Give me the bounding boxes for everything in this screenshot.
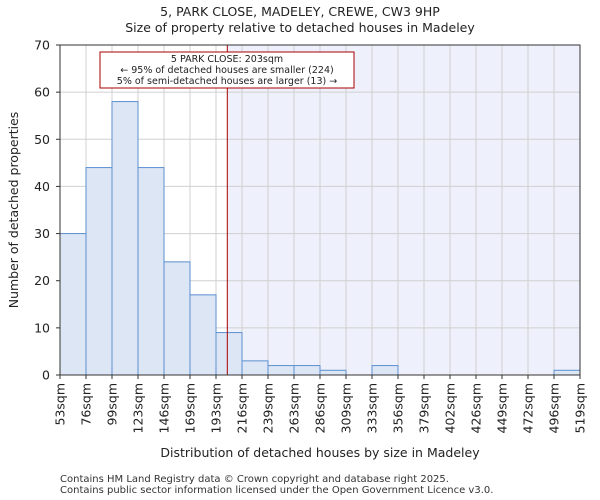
histogram-bar — [267, 365, 295, 376]
annotation-line-3: 5% of semi-detached houses are larger (1… — [117, 76, 337, 87]
x-tick-label: 263sqm — [287, 383, 302, 433]
histogram-bar — [371, 365, 399, 376]
x-tick-label: 426sqm — [469, 383, 484, 433]
histogram-bar — [189, 294, 217, 376]
y-tick-label: 40 — [34, 179, 50, 194]
y-tick-label: 30 — [34, 226, 50, 241]
chart-title: Size of property relative to detached ho… — [125, 20, 475, 35]
chart-title-address: 5, PARK CLOSE, MADELEY, CREWE, CW3 9HP — [160, 4, 440, 19]
x-tick-label: 193sqm — [209, 383, 224, 433]
histogram-bar — [319, 369, 347, 376]
x-tick-label: 402sqm — [443, 383, 458, 433]
x-tick-label: 379sqm — [417, 383, 432, 433]
x-tick-label: 76sqm — [79, 383, 94, 426]
histogram-bar — [137, 167, 165, 376]
x-tick-label: 309sqm — [339, 383, 354, 433]
x-axis-label: Distribution of detached houses by size … — [160, 445, 480, 460]
x-tick-label: 286sqm — [313, 383, 328, 433]
x-tick-label: 239sqm — [261, 383, 276, 433]
x-tick-label: 449sqm — [495, 383, 510, 433]
x-tick-label: 53sqm — [53, 383, 68, 426]
x-tick-label: 169sqm — [183, 383, 198, 433]
histogram-bar — [163, 261, 191, 376]
bars — [59, 101, 581, 376]
y-tick-label: 60 — [34, 85, 50, 100]
x-tick-label: 496sqm — [547, 383, 562, 433]
annotation-line-2: ← 95% of detached houses are smaller (22… — [120, 65, 333, 76]
histogram-bar — [241, 360, 269, 376]
annotation-line-1: 5 PARK CLOSE: 203sqm — [171, 54, 283, 65]
x-tick-label: 472sqm — [521, 383, 536, 433]
histogram-bar — [111, 101, 139, 376]
x-tick-label: 123sqm — [131, 383, 146, 433]
x-tick-label: 519sqm — [573, 383, 588, 433]
x-tick-label: 356sqm — [391, 383, 406, 433]
y-tick-label: 10 — [34, 320, 50, 335]
histogram-bar — [215, 332, 243, 376]
histogram-bar — [85, 167, 113, 376]
x-tick-label: 333sqm — [365, 383, 380, 433]
footer-copyright: Contains HM Land Registry data © Crown c… — [60, 474, 449, 485]
y-tick-label: 70 — [34, 38, 50, 53]
x-tick-label: 216sqm — [235, 383, 250, 433]
y-tick-label: 20 — [34, 273, 50, 288]
histogram-bar — [293, 365, 321, 376]
y-tick-label: 50 — [34, 132, 50, 147]
x-tick-label: 99sqm — [105, 383, 120, 426]
annotation-box: 5 PARK CLOSE: 203sqm ← 95% of detached h… — [99, 51, 355, 89]
footer-licence: Contains public sector information licen… — [60, 485, 494, 496]
y-axis-label: Number of detached properties — [6, 112, 21, 309]
histogram-bar — [59, 233, 87, 376]
larger-region-shade — [227, 45, 580, 375]
histogram-bar — [553, 369, 581, 376]
y-tick-label: 0 — [42, 368, 50, 383]
x-axis-ticks: 53sqm 76sqm 99sqm 123sqm 146sqm 169sqm 193sqm 2… — [53, 375, 588, 433]
x-tick-label: 146sqm — [157, 383, 172, 433]
y-axis-ticks: 0 10 20 30 40 50 60 70 — [34, 38, 60, 383]
